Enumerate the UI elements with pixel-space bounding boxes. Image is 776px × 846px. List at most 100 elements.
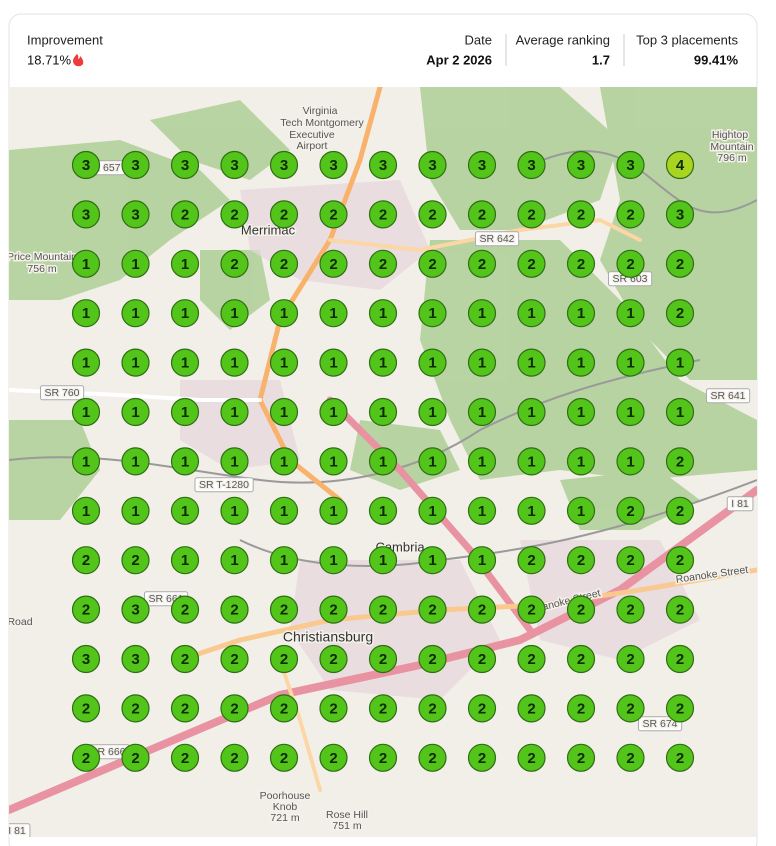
rank-marker: [566, 200, 596, 229]
rank-value: 2: [577, 602, 585, 619]
rank-value: 2: [230, 651, 238, 668]
rank-value: 2: [626, 503, 634, 520]
rank-value: 3: [676, 206, 684, 223]
rank-value: 2: [676, 602, 684, 619]
map-label: SR T-1280: [199, 479, 249, 491]
rank-value: 1: [626, 404, 634, 421]
rank-value: 1: [428, 552, 436, 569]
rank-value: 1: [82, 256, 90, 273]
rank-marker: [616, 496, 645, 525]
rank-value: 3: [82, 157, 90, 174]
rank-value: 2: [577, 700, 585, 717]
top3-label: Top 3 placements: [636, 32, 738, 47]
rank-marker: [566, 595, 596, 624]
rank-value: 2: [676, 256, 684, 273]
rank-value: 1: [82, 305, 90, 322]
rank-marker: [665, 249, 695, 278]
rank-marker: [467, 150, 497, 180]
rank-marker: [467, 200, 497, 229]
rank-value: 1: [329, 355, 337, 372]
rank-value: 2: [577, 651, 585, 668]
rank-value: 1: [131, 256, 139, 273]
map-label: Tech Montgomery: [280, 117, 364, 129]
rank-value: 1: [379, 305, 387, 322]
rank-marker: [269, 397, 299, 427]
rank-value: 3: [626, 157, 634, 174]
date-value: Apr 2 2026: [426, 52, 492, 67]
rank-marker: [220, 447, 249, 476]
rank-marker: [269, 496, 299, 525]
rank-value: 1: [280, 552, 288, 569]
rank-value: 1: [329, 404, 337, 421]
rank-value: 3: [82, 651, 90, 668]
rank-marker: [220, 348, 249, 377]
rank-value: 2: [577, 750, 585, 767]
rank-value: 1: [82, 355, 90, 372]
map-label: 796 m: [717, 152, 746, 164]
rank-marker: [616, 348, 645, 377]
rank-marker: [71, 595, 101, 624]
rank-value: 2: [329, 206, 337, 223]
rank-value: 1: [230, 503, 238, 520]
rank-marker: [319, 496, 348, 525]
rank-value: 1: [577, 453, 585, 470]
rank-marker: [170, 249, 200, 278]
rank-value: 3: [577, 157, 585, 174]
rank-value: 2: [82, 552, 90, 569]
rank-marker: [517, 150, 546, 180]
route-shield: [474, 231, 520, 247]
flame-icon: [73, 54, 84, 67]
rank-value: 3: [230, 157, 238, 174]
rank-marker: [170, 694, 200, 723]
rank-value: 2: [428, 602, 436, 619]
rank-marker: [220, 200, 249, 229]
rank-marker: [220, 299, 249, 328]
rank-marker: [121, 644, 150, 674]
rank-marker: [368, 299, 398, 328]
rank-value: 1: [280, 305, 288, 322]
rank-marker: [269, 249, 299, 278]
rank-value: 1: [280, 404, 288, 421]
rank-value: 1: [329, 453, 337, 470]
rank-value: 1: [527, 355, 535, 372]
map-label: Rose Hill: [326, 809, 368, 821]
rank-marker: [616, 299, 645, 328]
map-label: Hightop: [712, 129, 748, 141]
rank-marker: [517, 200, 546, 229]
rank-marker: [368, 595, 398, 624]
rank-value: 1: [329, 552, 337, 569]
rank-marker: [566, 743, 596, 772]
map-label: Poorhouse: [260, 790, 311, 802]
rank-markers: 3 3 3 3 3 3 3 3 3 3 3 3 4 3 3 2 2 2 2 2 2 2 2 2 2 3 1 1 1 2 2 2 2 2 2 2 2 2 2 1…: [71, 150, 695, 772]
route-shield: [39, 385, 85, 401]
rank-value: 2: [329, 602, 337, 619]
map-label: I 81: [731, 498, 749, 510]
rank-value: 3: [82, 206, 90, 223]
rank-marker: [665, 694, 695, 723]
rank-marker: [665, 595, 695, 624]
rank-value: 2: [280, 256, 288, 273]
rank-value: 1: [626, 453, 634, 470]
rank-marker: [319, 348, 348, 377]
rank-marker: [269, 348, 299, 377]
rank-value: 2: [626, 602, 634, 619]
rank-value: 2: [527, 256, 535, 273]
rank-marker: [517, 546, 546, 575]
rank-marker: [467, 299, 497, 328]
rank-value: 2: [527, 602, 535, 619]
rank-marker: [566, 644, 596, 674]
rank-marker: [170, 150, 200, 180]
rank-marker: [467, 249, 497, 278]
rank-value: 1: [527, 453, 535, 470]
map-label: Christiansburg: [283, 629, 373, 645]
rank-marker: [467, 546, 497, 575]
rank-value: 1: [577, 404, 585, 421]
rank-value: 2: [329, 750, 337, 767]
rank-marker: [220, 743, 249, 772]
rank-value: 2: [626, 700, 634, 717]
rank-marker: [418, 249, 447, 278]
rank-marker: [467, 644, 497, 674]
rank-marker: [418, 644, 447, 674]
rank-marker: [170, 644, 200, 674]
